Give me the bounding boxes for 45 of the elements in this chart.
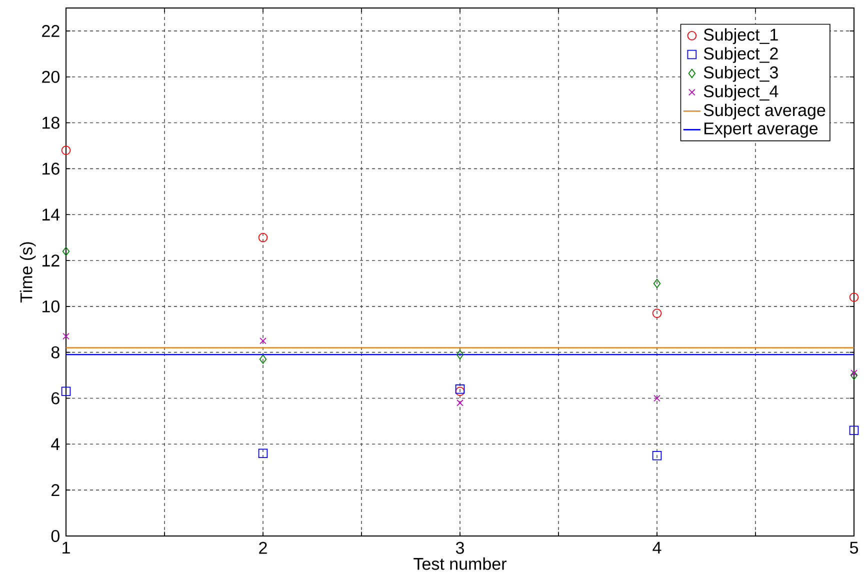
point xyxy=(850,370,858,376)
x-tick-label: 1 xyxy=(62,542,70,554)
point xyxy=(455,384,465,394)
legend-label: Expert average xyxy=(704,122,818,138)
point xyxy=(61,386,71,396)
y-tick-label: 10 xyxy=(42,300,60,312)
point xyxy=(456,350,464,360)
point xyxy=(456,399,464,406)
y-tick-label: 18 xyxy=(42,116,60,129)
point xyxy=(259,354,267,364)
y-tick-label: 4 xyxy=(51,438,60,450)
legend-label: Subject_3 xyxy=(704,66,778,82)
legend-label: Subject_1 xyxy=(704,28,778,44)
x-tick-label: 5 xyxy=(850,542,858,554)
x-axis-title: Test number xyxy=(414,557,506,570)
point xyxy=(654,394,660,402)
y-tick-label: 6 xyxy=(52,392,60,404)
point xyxy=(849,426,859,436)
y-tick-label: 2 xyxy=(52,484,60,496)
legend-label: Subject_2 xyxy=(704,47,778,63)
point xyxy=(62,332,70,340)
point xyxy=(260,337,266,344)
point xyxy=(258,232,268,242)
y-tick-label: 22 xyxy=(42,25,60,37)
y-tick-label: 12 xyxy=(42,254,60,266)
x-tick-label: 2 xyxy=(259,542,267,554)
y-axis-title: Time (s) xyxy=(20,242,36,302)
x-tick-label: 3 xyxy=(456,542,464,554)
point xyxy=(62,246,70,256)
y-tick-label: 20 xyxy=(42,70,60,83)
x-tick-label: 4 xyxy=(652,542,662,554)
y-tick-label: 16 xyxy=(42,162,60,175)
y-tick-label: 0 xyxy=(51,530,60,542)
point xyxy=(652,308,662,318)
point xyxy=(258,448,268,458)
point xyxy=(652,450,662,460)
point xyxy=(455,386,465,396)
point xyxy=(850,370,858,380)
point xyxy=(849,292,859,302)
point xyxy=(653,278,661,288)
y-tick-label: 8 xyxy=(51,346,60,358)
legend-label: Subject_4 xyxy=(704,84,778,101)
point xyxy=(61,146,71,155)
y-tick-label: 14 xyxy=(42,208,60,220)
legend-label: Subject average xyxy=(704,104,826,120)
